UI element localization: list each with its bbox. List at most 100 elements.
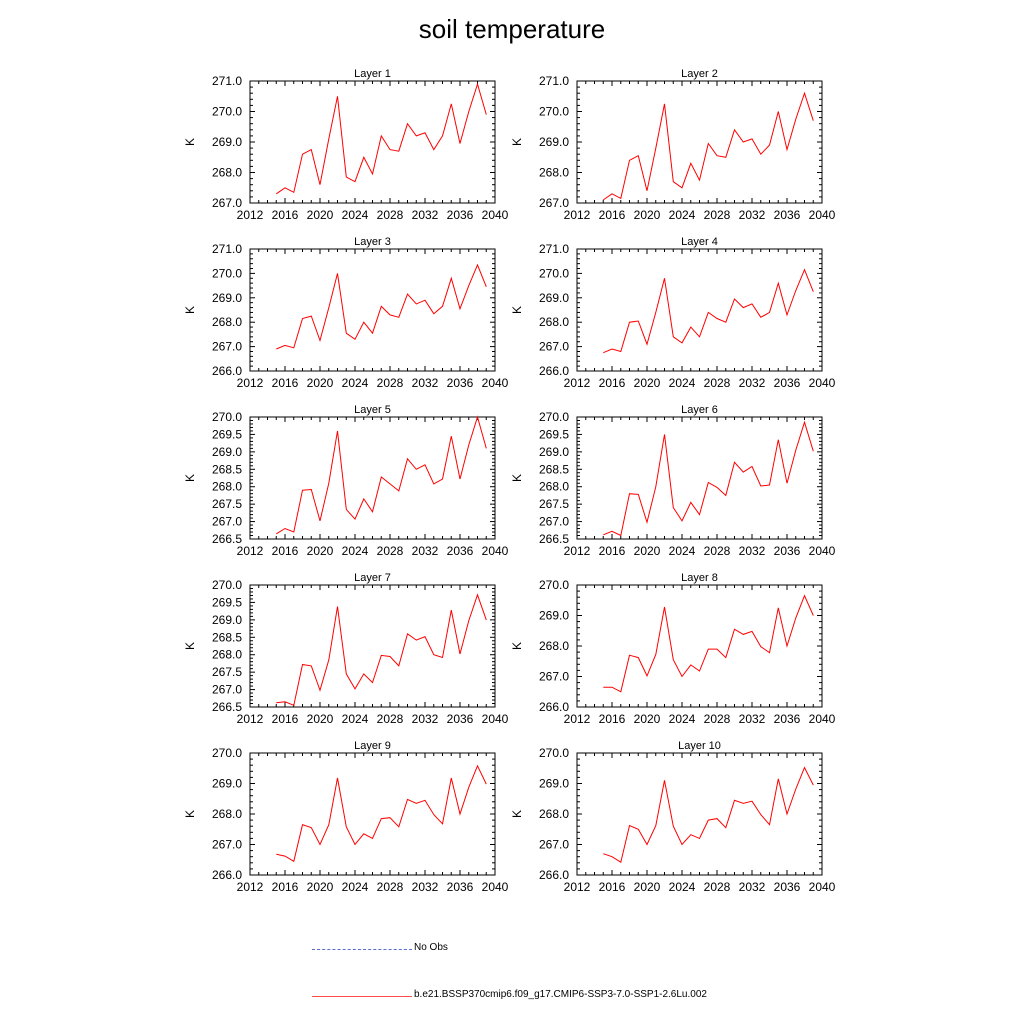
x-tick-label: 2024 bbox=[342, 544, 369, 558]
x-tick-label: 2012 bbox=[237, 376, 264, 390]
x-tick-label: 2036 bbox=[774, 712, 801, 726]
x-tick-label: 2020 bbox=[307, 880, 334, 894]
plot-frame bbox=[576, 584, 823, 708]
y-axis-label: K bbox=[510, 474, 524, 482]
x-tick-label: 2036 bbox=[774, 208, 801, 222]
x-tick-label: 2028 bbox=[704, 712, 731, 726]
y-tick-label: 270.0 bbox=[539, 578, 569, 592]
x-tick-label: 2020 bbox=[634, 544, 661, 558]
x-tick-label: 2028 bbox=[704, 544, 731, 558]
x-tick-label: 2012 bbox=[564, 880, 591, 894]
x-tick-label: 2032 bbox=[412, 712, 439, 726]
x-tick-label: 2028 bbox=[377, 208, 404, 222]
x-tick-label: 2024 bbox=[342, 208, 369, 222]
y-tick-label: 267.5 bbox=[539, 497, 569, 511]
y-tick-label: 270.0 bbox=[539, 266, 569, 280]
panel-title: Layer 7 bbox=[354, 572, 391, 584]
y-tick-label: 267.0 bbox=[212, 340, 242, 354]
y-axis-label: K bbox=[183, 810, 197, 818]
x-tick-label: 2040 bbox=[809, 208, 836, 222]
y-tick-label: 267.0 bbox=[539, 838, 569, 852]
y-tick-label: 266.5 bbox=[212, 700, 242, 714]
x-tick-label: 2032 bbox=[739, 544, 766, 558]
series-line bbox=[276, 593, 487, 706]
x-tick-label: 2028 bbox=[704, 208, 731, 222]
y-tick-label: 271.0 bbox=[212, 242, 242, 256]
x-tick-label: 2012 bbox=[564, 208, 591, 222]
y-tick-label: 270.0 bbox=[539, 410, 569, 424]
y-tick-label: 267.5 bbox=[212, 665, 242, 679]
panel-title: Layer 9 bbox=[354, 740, 391, 752]
y-tick-label: 270.0 bbox=[212, 105, 242, 119]
x-tick-label: 2012 bbox=[237, 208, 264, 222]
y-tick-label: 271.0 bbox=[212, 74, 242, 88]
x-tick-label: 2040 bbox=[809, 880, 836, 894]
chart-panel: Layer 9 2012 2016 2020 2024 2028 2032 2036 2040 2… bbox=[183, 740, 509, 894]
x-tick-label: 2024 bbox=[669, 712, 696, 726]
y-tick-label: 267.5 bbox=[212, 497, 242, 511]
y-tick-label: 269.0 bbox=[539, 445, 569, 459]
y-axis-label: K bbox=[183, 642, 197, 650]
plot-frame bbox=[249, 416, 496, 540]
y-tick-label: 268.0 bbox=[212, 807, 242, 821]
x-tick-label: 2016 bbox=[599, 880, 626, 894]
x-tick-label: 2032 bbox=[412, 376, 439, 390]
y-tick-label: 267.0 bbox=[212, 515, 242, 529]
legend-obs-swatch bbox=[312, 949, 412, 950]
y-axis-label: K bbox=[183, 474, 197, 482]
y-tick-label: 270.0 bbox=[212, 578, 242, 592]
y-tick-label: 269.5 bbox=[212, 595, 242, 609]
x-tick-label: 2028 bbox=[704, 880, 731, 894]
y-tick-label: 268.0 bbox=[539, 480, 569, 494]
y-tick-label: 270.0 bbox=[539, 105, 569, 119]
y-tick-label: 268.0 bbox=[212, 648, 242, 662]
x-tick-label: 2024 bbox=[669, 544, 696, 558]
x-tick-label: 2016 bbox=[272, 208, 299, 222]
x-tick-label: 2016 bbox=[599, 712, 626, 726]
panel-title: Layer 5 bbox=[354, 404, 391, 416]
y-tick-label: 267.0 bbox=[539, 340, 569, 354]
y-tick-label: 271.0 bbox=[539, 242, 569, 256]
y-tick-label: 269.0 bbox=[539, 135, 569, 149]
x-tick-label: 2024 bbox=[342, 376, 369, 390]
y-tick-label: 266.5 bbox=[539, 532, 569, 546]
x-tick-label: 2016 bbox=[599, 544, 626, 558]
chart-panel: Layer 8 2012 2016 2020 2024 2028 2032 2036 2040 2… bbox=[510, 572, 836, 726]
x-tick-label: 2036 bbox=[447, 880, 474, 894]
y-tick-label: 266.5 bbox=[212, 532, 242, 546]
chart-panel: Layer 3 2012 2016 2020 2024 2028 2032 2036 2040 2… bbox=[183, 236, 509, 390]
x-tick-label: 2028 bbox=[704, 376, 731, 390]
y-tick-label: 268.0 bbox=[539, 807, 569, 821]
y-tick-label: 268.0 bbox=[212, 166, 242, 180]
x-tick-label: 2012 bbox=[564, 712, 591, 726]
y-tick-label: 269.0 bbox=[212, 613, 242, 627]
y-axis-label: K bbox=[183, 138, 197, 146]
y-tick-label: 267.0 bbox=[539, 196, 569, 210]
y-axis-label: K bbox=[510, 138, 524, 146]
x-tick-label: 2040 bbox=[482, 712, 509, 726]
y-tick-label: 267.0 bbox=[539, 670, 569, 684]
x-tick-label: 2036 bbox=[447, 376, 474, 390]
y-tick-label: 266.0 bbox=[539, 700, 569, 714]
y-tick-label: 268.0 bbox=[212, 480, 242, 494]
series-line bbox=[276, 82, 487, 195]
panel-title: Layer 8 bbox=[681, 572, 718, 584]
x-tick-label: 2028 bbox=[377, 376, 404, 390]
panel-title: Layer 6 bbox=[681, 404, 718, 416]
y-tick-label: 269.0 bbox=[539, 777, 569, 791]
x-tick-label: 2024 bbox=[669, 208, 696, 222]
y-tick-label: 268.0 bbox=[539, 166, 569, 180]
y-tick-label: 267.0 bbox=[539, 515, 569, 529]
x-tick-label: 2012 bbox=[237, 544, 264, 558]
y-axis-label: K bbox=[510, 642, 524, 650]
x-tick-label: 2040 bbox=[809, 712, 836, 726]
x-tick-label: 2020 bbox=[307, 544, 334, 558]
x-tick-label: 2036 bbox=[447, 544, 474, 558]
y-tick-label: 266.0 bbox=[212, 364, 242, 378]
chart-panel: Layer 5 2012 2016 2020 2024 2028 2032 2036 2040 2… bbox=[183, 404, 509, 558]
y-tick-label: 268.0 bbox=[212, 315, 242, 329]
y-tick-label: 269.0 bbox=[539, 609, 569, 623]
series-line bbox=[603, 766, 814, 863]
y-tick-label: 267.0 bbox=[212, 838, 242, 852]
